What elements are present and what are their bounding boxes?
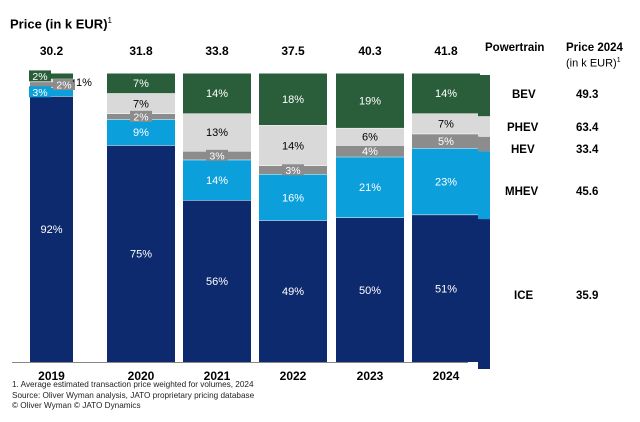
data-label-2021-phev: 13% xyxy=(206,127,228,139)
data-label-2021-hev: 3% xyxy=(209,150,224,162)
bar-2023-mhev xyxy=(336,156,404,218)
data-label-2020-phev: 7% xyxy=(133,98,149,110)
data-label-2021-ice: 56% xyxy=(206,276,228,288)
legend-subheader-price: (in k EUR)1 xyxy=(566,57,621,70)
bar-2021-bev xyxy=(183,73,251,114)
data-label-2024-bev: 14% xyxy=(435,88,457,100)
tick-label-2019: 2019 xyxy=(38,369,65,383)
legend-price-phev: 63.4 xyxy=(576,122,599,134)
bar-2022-ice xyxy=(259,220,327,362)
bar-2022-bev xyxy=(259,73,327,126)
bar-2020-mhev xyxy=(107,119,175,146)
legend-label-ice: ICE xyxy=(514,290,534,302)
total-label-2021: 33.8 xyxy=(205,44,229,58)
legend-price-bev: 49.3 xyxy=(576,89,599,101)
legend-swatch-phev xyxy=(478,116,490,137)
data-label-2020-hev: 2% xyxy=(133,111,148,123)
legend-header-powertrain: Powertrain xyxy=(485,42,545,54)
data-label-2020-ice: 75% xyxy=(130,249,152,261)
total-label-2022: 37.5 xyxy=(281,44,305,58)
total-label-2019: 30.2 xyxy=(40,44,64,58)
data-label-badge xyxy=(130,110,152,122)
total-label-2020: 31.8 xyxy=(129,44,153,58)
bar-2021-ice xyxy=(183,200,251,362)
bar-2024-hev xyxy=(412,133,480,149)
data-label-badge xyxy=(206,149,228,161)
data-label-2023-phev: 6% xyxy=(362,132,378,144)
data-label-2019-hev: 2% xyxy=(56,80,71,92)
data-label-2021-bev: 14% xyxy=(206,88,228,100)
data-label-2024-mhev: 23% xyxy=(435,176,457,188)
data-label-2023-mhev: 21% xyxy=(359,182,381,194)
tick-label-2024: 2024 xyxy=(433,369,460,383)
data-label-2020-mhev: 9% xyxy=(133,127,149,139)
legend-label-bev: BEV xyxy=(512,89,536,101)
data-label-2019-bev: 2% xyxy=(32,71,47,83)
legend-swatch-ice xyxy=(478,219,490,369)
bar-2021-phev xyxy=(183,113,251,152)
bar-2020-bev xyxy=(107,73,175,94)
bar-2024-mhev xyxy=(412,148,480,215)
chart-title: Price (in k EUR)1 xyxy=(10,16,112,32)
bar-2024-ice xyxy=(412,214,480,362)
tick-label-2020: 2020 xyxy=(128,369,155,383)
legend-price-mhev: 45.6 xyxy=(576,186,599,198)
bar-2023-bev xyxy=(336,73,404,128)
legend-header-price: Price 2024 xyxy=(566,42,623,54)
data-label-badge xyxy=(29,70,51,82)
legend-swatch-bev xyxy=(478,75,490,117)
bar-2020-ice xyxy=(107,145,175,362)
data-label-2019-phev: 1% xyxy=(76,77,92,89)
total-label-2024: 41.8 xyxy=(434,44,458,58)
legend-price-ice: 35.9 xyxy=(576,290,599,302)
data-label-badge xyxy=(282,164,304,176)
bar-2023-ice xyxy=(336,217,404,362)
bar-2022-mhev xyxy=(259,174,327,221)
data-label-2024-phev: 7% xyxy=(438,119,454,131)
data-label-2023-hev: 4% xyxy=(362,146,378,158)
data-label-2023-ice: 50% xyxy=(359,285,381,297)
data-label-2023-bev: 19% xyxy=(359,95,381,107)
legend-price-hev: 33.4 xyxy=(576,144,599,156)
tick-label-2021: 2021 xyxy=(204,369,231,383)
bar-2022-phev xyxy=(259,125,327,166)
bar-2023-phev xyxy=(336,127,404,146)
total-label-2023: 40.3 xyxy=(358,44,382,58)
legend-label-mhev: MHEV xyxy=(505,186,539,198)
data-label-2022-bev: 18% xyxy=(282,94,304,106)
footnote-copyright: © Oliver Wyman © JATO Dynamics xyxy=(12,401,141,410)
data-label-2024-ice: 51% xyxy=(435,283,457,295)
legend-label-phev: PHEV xyxy=(507,122,539,134)
data-label-2022-ice: 49% xyxy=(282,286,304,298)
bar-2019-mhev xyxy=(30,87,73,97)
bar-2024-bev xyxy=(412,73,480,114)
bar-2019-phev xyxy=(30,78,73,82)
bar-2023-hev xyxy=(336,145,404,157)
footnote-1: 1. Average estimated transaction price w… xyxy=(12,380,254,389)
legend-swatch-hev xyxy=(478,136,490,152)
data-label-2019-mhev: 3% xyxy=(32,87,47,99)
bar-2020-phev xyxy=(107,93,175,114)
bar-2019-hev xyxy=(30,81,73,88)
data-label-2024-hev: 5% xyxy=(438,136,454,148)
bar-2019-ice xyxy=(30,96,73,363)
bar-2024-phev xyxy=(412,113,480,134)
data-label-badge xyxy=(53,79,75,91)
bar-2019-bev xyxy=(30,73,73,79)
data-label-2022-phev: 14% xyxy=(282,140,304,152)
legend-swatch-mhev xyxy=(478,151,490,220)
data-label-2020-bev: 7% xyxy=(133,78,149,90)
bar-2021-mhev xyxy=(183,159,251,201)
data-label-2019-ice: 92% xyxy=(40,224,62,236)
legend-label-hev: HEV xyxy=(511,144,535,156)
tick-label-2023: 2023 xyxy=(357,369,384,383)
data-label-2022-hev: 3% xyxy=(285,165,300,177)
data-label-badge xyxy=(29,86,51,98)
leader-line xyxy=(72,80,75,83)
data-label-2021-mhev: 14% xyxy=(206,175,228,187)
data-label-2022-mhev: 16% xyxy=(282,192,304,204)
footnote-source: Source: Oliver Wyman analysis, JATO prop… xyxy=(12,391,255,400)
tick-label-2022: 2022 xyxy=(280,369,307,383)
